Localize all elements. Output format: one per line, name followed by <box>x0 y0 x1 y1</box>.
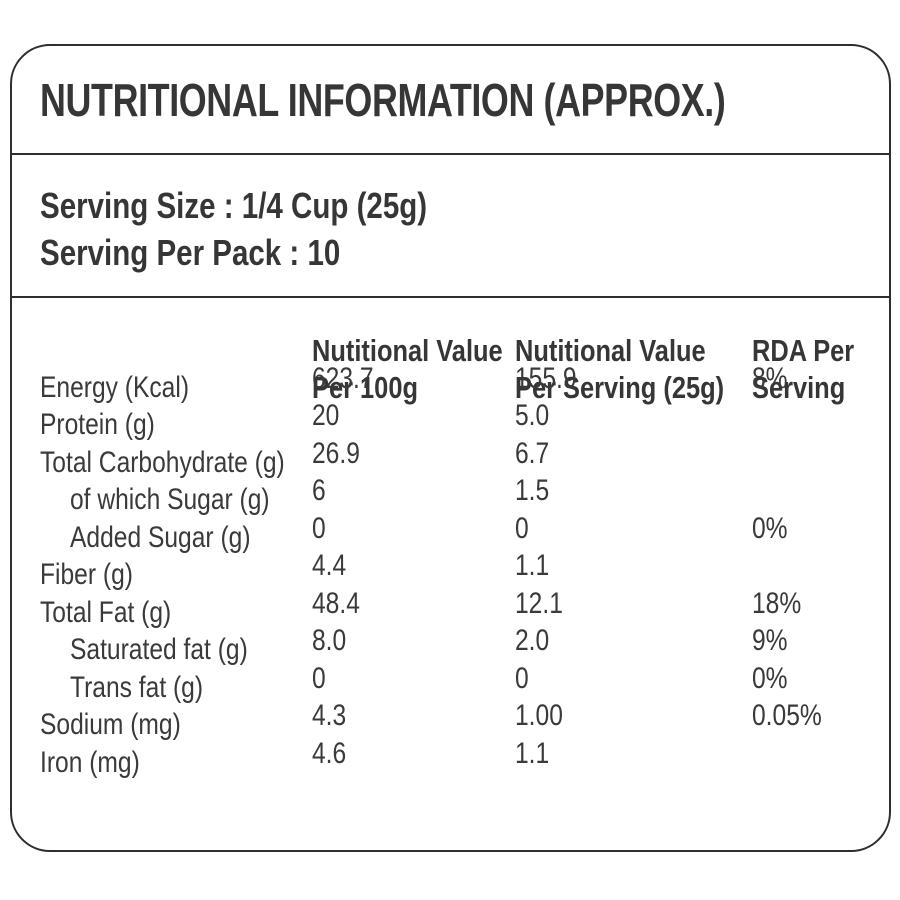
value-per-100g: 4.3 <box>312 699 347 732</box>
column-header-per-100g: Nutitional Value Per 100g <box>312 333 503 405</box>
row-label: Iron (mg) <box>40 745 140 779</box>
value-per-serving: 6.7 <box>515 436 550 470</box>
nutrition-label-header: NUTRITIONAL INFORMATION (APPROX.) <box>12 46 889 155</box>
value-per-100g: 26.9 <box>312 436 360 470</box>
row-label: Sodium (mg) <box>40 708 181 741</box>
column-header-rda: RDA Per Serving <box>752 333 855 405</box>
row-label: Total Fat (g) <box>40 595 172 629</box>
value-per-100g: 20 <box>312 399 340 432</box>
value-per-100g: 623.7 <box>312 361 374 395</box>
serving-info-section: Serving Size : 1/4 Cup (25g) Serving Per… <box>12 155 889 298</box>
value-per-100g: 0 <box>312 661 326 695</box>
row-label: Fiber (g) <box>40 558 133 591</box>
nutrition-table: Nutitional Value Per 100g Nutitional Val… <box>40 332 889 782</box>
value-rda <box>752 436 889 474</box>
serving-size-line: Serving Size : 1/4 Cup (25g) <box>40 185 428 226</box>
value-per-serving: 1.1 <box>515 736 550 770</box>
value-per-100g: 8.0 <box>312 624 347 657</box>
value-rda: 0.05% <box>752 699 822 732</box>
row-label: Added Sugar (g) <box>70 520 251 554</box>
value-per-serving: 12.1 <box>515 586 563 620</box>
value-per-serving: 1.5 <box>515 474 550 507</box>
value-per-serving: 2.0 <box>515 624 550 657</box>
nutrition-label-panel: NUTRITIONAL INFORMATION (APPROX.) Servin… <box>10 44 891 852</box>
row-label: Protein (g) <box>40 408 155 441</box>
value-rda: 8% <box>752 361 788 395</box>
value-per-100g: 0 <box>312 511 326 545</box>
value-per-100g: 4.4 <box>312 549 347 582</box>
row-label: Saturated fat (g) <box>70 633 248 666</box>
column-header-per-serving: Nutitional Value Per Serving (25g) <box>515 333 725 405</box>
value-rda <box>752 736 889 774</box>
value-rda <box>752 548 889 586</box>
value-per-serving: 0 <box>515 661 529 695</box>
value-per-serving: 155.9 <box>515 361 577 395</box>
row-label: Energy (Kcal) <box>40 370 190 404</box>
value-per-serving: 5.0 <box>515 399 550 432</box>
value-per-100g: 48.4 <box>312 586 360 620</box>
value-per-serving: 0 <box>515 511 529 545</box>
nutrition-table-section: Nutitional Value Per 100g Nutitional Val… <box>12 298 889 782</box>
value-rda <box>752 473 889 511</box>
value-per-100g: 4.6 <box>312 736 347 770</box>
row-label: Trans fat (g) <box>70 670 204 704</box>
value-per-serving: 1.1 <box>515 549 550 582</box>
value-per-100g: 6 <box>312 474 326 507</box>
value-rda <box>752 398 889 436</box>
value-rda: 18% <box>752 586 802 620</box>
value-rda: 0% <box>752 661 788 695</box>
row-label: Total Carbohydrate (g) <box>40 445 285 479</box>
value-rda: 0% <box>752 511 788 545</box>
value-per-serving: 1.00 <box>515 699 563 732</box>
page-title: NUTRITIONAL INFORMATION (APPROX.) <box>40 73 726 126</box>
value-rda: 9% <box>752 624 788 657</box>
row-label: of which Sugar (g) <box>70 483 270 516</box>
servings-per-pack-line: Serving Per Pack : 10 <box>40 232 341 273</box>
